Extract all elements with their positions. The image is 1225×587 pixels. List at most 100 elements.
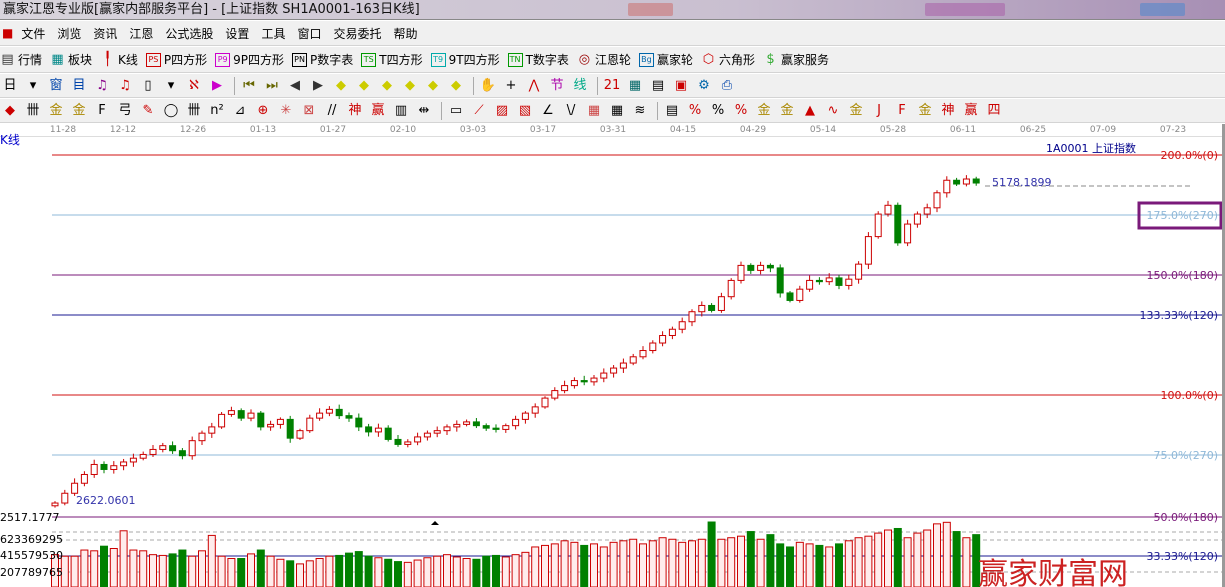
ruler-icon[interactable]: ▥: [394, 102, 408, 118]
slash-icon[interactable]: //: [327, 102, 337, 118]
table-icon[interactable]: ▤: [665, 102, 679, 118]
toolbar-button[interactable]: ▦ 板块: [50, 51, 92, 68]
percent2-icon[interactable]: %: [734, 102, 748, 118]
menu-item[interactable]: 文件: [21, 26, 46, 41]
gold-circle-icon[interactable]: 金: [757, 102, 771, 118]
angle-icon[interactable]: ∠: [542, 102, 554, 118]
lines2-icon[interactable]: ≋: [634, 102, 646, 118]
toolbar-button[interactable]: ╿ K线: [100, 51, 138, 68]
menu-item[interactable]: 江恩: [129, 26, 154, 41]
square-icon[interactable]: n²: [210, 102, 224, 118]
notes-icon[interactable]: ▤: [651, 77, 665, 93]
window-icon[interactable]: 窗: [49, 77, 63, 93]
j-fan-icon[interactable]: J: [877, 102, 881, 118]
formula-icon[interactable]: ℵ: [189, 77, 199, 93]
four-fan-icon[interactable]: 四: [987, 102, 1001, 118]
gold2-icon[interactable]: 金: [72, 102, 86, 118]
scrollbar[interactable]: [1222, 124, 1225, 587]
calculator-icon[interactable]: ▦: [628, 77, 642, 93]
pen-icon[interactable]: ▲: [805, 102, 815, 118]
next-icon[interactable]: ▶: [313, 77, 323, 93]
first-icon[interactable]: ⏮: [243, 77, 255, 93]
percent-icon[interactable]: %: [711, 102, 725, 118]
box-icon[interactable]: ⊠: [303, 102, 315, 118]
pencil-icon[interactable]: ◆: [5, 102, 15, 118]
marker-icon[interactable]: ✎: [142, 102, 154, 118]
win-icon[interactable]: 赢: [371, 102, 385, 118]
fib-icon[interactable]: F: [98, 102, 106, 118]
lines-icon[interactable]: 卌: [187, 102, 201, 118]
toolbar-button[interactable]: T9 9T四方形: [430, 51, 500, 68]
crosshair-icon[interactable]: +: [505, 77, 517, 93]
menu-item[interactable]: 工具: [261, 26, 286, 41]
span-icon[interactable]: ⇹: [418, 102, 430, 118]
god-fan-icon[interactable]: 神: [941, 102, 955, 118]
toolbar-button[interactable]: ⬡ 六角形: [701, 51, 755, 68]
gold-icon[interactable]: 金: [49, 102, 63, 118]
menu-item[interactable]: 浏览: [57, 26, 82, 41]
save-icon[interactable]: ▣: [674, 77, 688, 93]
toolbar-button[interactable]: $ 赢家服务: [763, 51, 829, 68]
grid-icon[interactable]: ▦: [587, 102, 601, 118]
gann-box-icon[interactable]: ▧: [518, 102, 532, 118]
win-fan-icon[interactable]: 赢: [964, 102, 978, 118]
menu-item[interactable]: 帮助: [393, 26, 418, 41]
grid2-icon[interactable]: ▦: [610, 102, 624, 118]
grid-fan-icon[interactable]: ▨: [495, 102, 509, 118]
star-icon[interactable]: ✳: [280, 102, 292, 118]
percent-line-icon[interactable]: %: [688, 102, 702, 118]
line-icon[interactable]: ⋀: [528, 77, 540, 93]
print-icon[interactable]: ⎙: [721, 77, 733, 93]
list-icon[interactable]: 目: [72, 77, 86, 93]
rect-icon[interactable]: ▭: [449, 102, 463, 118]
toolbar-button[interactable]: PS P四方形: [145, 51, 207, 68]
prev-icon[interactable]: ◀: [290, 77, 300, 93]
god-icon[interactable]: 神: [348, 102, 362, 118]
toolbar-button[interactable]: TS T四方形: [361, 51, 423, 68]
dropdown-icon[interactable]: ▾: [167, 77, 175, 93]
indicator-icon[interactable]: ♫: [96, 77, 108, 93]
menu-item[interactable]: 公式选股: [165, 26, 214, 41]
toolbar-button[interactable]: Bg 赢家轮: [638, 51, 693, 68]
app-menu-icon[interactable]: ■: [2, 26, 14, 40]
menu-item[interactable]: 交易委托: [333, 26, 382, 41]
network-icon[interactable]: ⚙: [698, 77, 710, 93]
fan-icon[interactable]: ⟋: [474, 102, 484, 118]
menu-item[interactable]: 资讯: [93, 26, 118, 41]
gold-lines-icon[interactable]: 金: [780, 102, 794, 118]
gold-fan-icon[interactable]: 金: [918, 102, 932, 118]
zoom-out-icon[interactable]: ◆: [451, 77, 461, 93]
period-icon[interactable]: 日: [3, 77, 17, 93]
wave-icon[interactable]: ∿: [827, 102, 839, 118]
triangle-icon[interactable]: ⊿: [234, 102, 246, 118]
menu-item[interactable]: 窗口: [297, 26, 322, 41]
kline-chart[interactable]: 200.0%(0) 175.0%(270) 150.0%(180) 133.33%(1…: [0, 138, 1225, 587]
target-icon[interactable]: ⊕: [257, 102, 269, 118]
expand-icon[interactable]: ◆: [382, 77, 392, 93]
right-arrow-diamond-icon[interactable]: ◆: [359, 77, 369, 93]
indicator9-icon[interactable]: ♫: [119, 77, 131, 93]
v-icon[interactable]: \/: [566, 102, 576, 118]
flag-icon[interactable]: ▶: [212, 77, 222, 93]
last-icon[interactable]: ⏭: [266, 77, 278, 93]
hand-icon[interactable]: ✋: [479, 77, 497, 93]
menu-item[interactable]: 设置: [225, 26, 250, 41]
f-fan-icon[interactable]: F: [898, 102, 906, 118]
gold3-icon[interactable]: 金: [849, 102, 863, 118]
left-arrow-diamond-icon[interactable]: ◆: [336, 77, 346, 93]
toolbar-button[interactable]: ◎ 江恩轮: [577, 51, 631, 68]
parallel-icon[interactable]: 卌: [26, 102, 40, 118]
toolbar-button[interactable]: TN T数字表: [507, 51, 569, 68]
toolbar-button[interactable]: P9 9P四方形: [215, 51, 284, 68]
circle-icon[interactable]: ◯: [163, 102, 179, 118]
section-icon[interactable]: 节: [550, 77, 564, 93]
arc-icon[interactable]: 弓: [118, 102, 132, 118]
line-tool-icon[interactable]: 线: [573, 77, 587, 93]
toolbar-button[interactable]: ▤ 行情: [0, 51, 42, 68]
shrink-icon[interactable]: ◆: [405, 77, 415, 93]
candle-type-icon[interactable]: ▯: [144, 77, 152, 93]
dropdown-icon[interactable]: ▾: [29, 77, 37, 93]
calendar-icon[interactable]: 21: [603, 77, 621, 93]
zoom-in-icon[interactable]: ◆: [428, 77, 438, 93]
toolbar-button[interactable]: PN P数字表: [292, 51, 353, 68]
